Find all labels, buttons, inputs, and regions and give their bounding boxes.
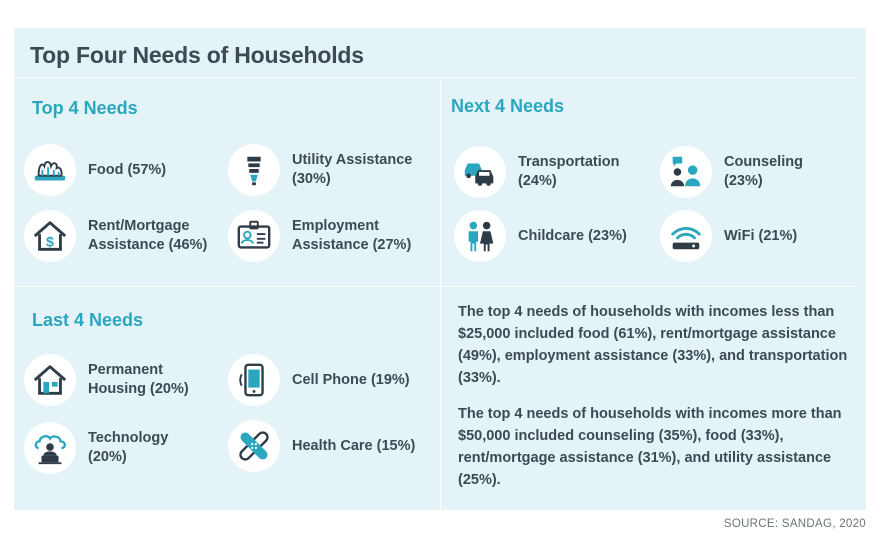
cars-icon <box>454 146 506 198</box>
income-under-25k-paragraph: The top 4 needs of households with incom… <box>458 304 848 386</box>
lightbulb-icon <box>228 144 280 196</box>
food-icon <box>24 144 76 196</box>
need-label: Health Care (15%) <box>292 437 416 454</box>
need-rent-mortgage: $ Rent/Mortgage Assistance (46%) <box>24 210 207 262</box>
last-needs-title: Last 4 Needs <box>32 310 144 330</box>
counseling-icon <box>660 146 712 198</box>
column-divider <box>440 77 441 510</box>
need-label: Cell Phone (19%) <box>292 371 410 388</box>
need-permanent-housing: Permanent Housing (20%) <box>24 354 189 406</box>
house-icon <box>24 354 76 406</box>
need-label: Employment Assistance (27%) <box>292 218 412 253</box>
next-needs-title: Next 4 Needs <box>451 96 565 116</box>
top-needs-title: Top 4 Needs <box>32 98 138 118</box>
id-badge-icon <box>228 210 280 262</box>
need-label: Transportation (24%) <box>518 154 620 189</box>
source-note: SOURCE: SANDAG, 2020 <box>723 518 866 530</box>
cell-phone-icon <box>228 354 280 406</box>
need-label: Rent/Mortgage Assistance (46%) <box>88 218 208 253</box>
need-employment: Employment Assistance (27%) <box>228 210 411 262</box>
page-title: Top Four Needs of Households <box>30 42 364 68</box>
need-wifi: WiFi (21%) <box>660 210 797 262</box>
need-label: Food (57%) <box>88 161 167 178</box>
bandage-icon <box>228 420 280 472</box>
need-utility: Utility Assistance (30%) <box>228 144 412 196</box>
need-technology: Technology (20%) <box>24 422 168 474</box>
income-over-50k-paragraph: The top 4 needs of households with incom… <box>458 406 842 488</box>
wifi-router-icon <box>660 210 712 262</box>
svg-text:$: $ <box>46 234 54 250</box>
need-label: Utility Assistance (30%) <box>292 152 413 187</box>
need-counseling: Counseling (23%) <box>660 146 803 198</box>
infographic-panel: Top Four Needs of Households Top 4 Needs… <box>14 28 866 510</box>
need-food: Food (57%) <box>24 144 166 196</box>
children-icon <box>454 210 506 262</box>
need-health-care: Health Care (15%) <box>228 420 415 472</box>
need-label: WiFi (21%) <box>724 227 798 244</box>
need-cell-phone: Cell Phone (19%) <box>228 354 410 406</box>
need-label: Technology (20%) <box>88 430 169 465</box>
need-transportation: Transportation (24%) <box>454 146 620 198</box>
need-label: Permanent Housing (20%) <box>88 362 189 397</box>
need-label: Childcare (23%) <box>518 227 627 244</box>
house-dollar-icon: $ <box>24 210 76 262</box>
need-label: Counseling (23%) <box>724 154 803 189</box>
row-divider <box>14 286 856 287</box>
need-childcare: Childcare (23%) <box>454 210 627 262</box>
cloud-computer-icon <box>24 422 76 474</box>
title-divider <box>14 77 856 78</box>
